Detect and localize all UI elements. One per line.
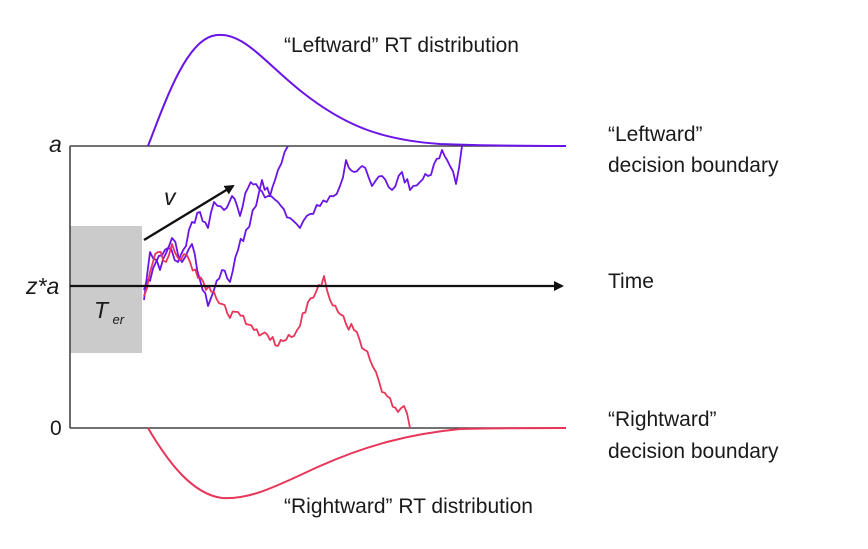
non-decision-time-main: T [94,297,110,323]
leftward-diffusion-path-1 [143,145,289,307]
time-axis-label: Time [608,270,654,293]
upper-boundary-label-line2: decision boundary [608,154,779,177]
non-decision-time-label: T er [94,297,125,327]
non-decision-time-box [70,226,142,353]
upper-boundary-value-label: a [49,131,62,157]
rightward-diffusion-path [143,243,411,429]
bottom-distribution-label: “Rightward” RT distribution [284,495,533,518]
rightward-rt-distribution-curve [147,427,567,500]
lower-boundary-label-line2: decision boundary [608,440,779,463]
upper-boundary-label-line1: “Leftward” [608,123,703,146]
start-point-value-label: z*a [25,273,59,299]
drift-rate-label: v [164,184,177,210]
leftward-diffusion-path-2 [143,145,463,291]
lower-boundary-value-label: 0 [50,417,62,440]
leftward-rt-distribution-curve [147,33,567,147]
drift-rate-arrow [143,184,235,242]
lower-boundary-label-line1: “Rightward” [608,408,717,431]
top-distribution-label: “Leftward” RT distribution [284,34,519,57]
non-decision-time-sub: er [113,312,125,327]
